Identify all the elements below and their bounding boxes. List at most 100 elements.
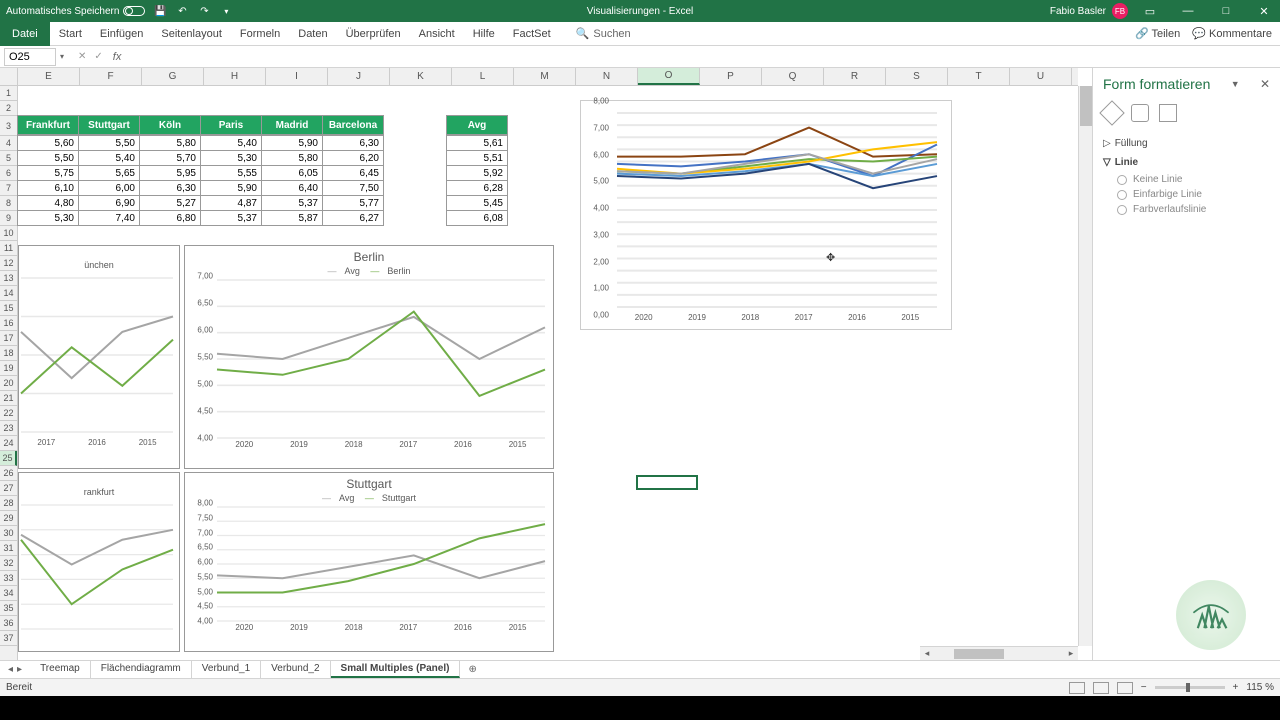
table-cell[interactable]: 5,75 [17, 165, 79, 181]
row-header-36[interactable]: 36 [0, 616, 17, 631]
table-cell[interactable]: 6,27 [322, 210, 384, 226]
avg-cell[interactable]: 5,45 [446, 195, 508, 211]
page-layout-view-icon[interactable] [1093, 682, 1109, 694]
row-header-2[interactable]: 2 [0, 101, 17, 116]
ribbon-tab-einfügen[interactable]: Einfügen [91, 22, 152, 46]
table-cell[interactable]: 5,80 [261, 150, 323, 166]
sheet-tab[interactable]: Verbund_1 [192, 661, 261, 678]
row-header-20[interactable]: 20 [0, 376, 17, 391]
stuttgart-chart[interactable]: Stuttgart —Avg —Stuttgart 4,004,505,005,… [184, 472, 554, 652]
formula-input[interactable] [125, 48, 1280, 66]
table-cell[interactable]: 5,80 [139, 135, 201, 151]
select-all-corner[interactable] [0, 68, 18, 86]
table-cell[interactable]: 5,37 [261, 195, 323, 211]
ribbon-tab-seitenlayout[interactable]: Seitenlayout [152, 22, 231, 46]
sheet-tab[interactable]: Small Multiples (Panel) [331, 661, 461, 678]
table-cell[interactable]: 6,05 [261, 165, 323, 181]
berlin-chart[interactable]: Berlin —Avg —Berlin 4,004,505,005,506,00… [184, 245, 554, 469]
table-cell[interactable]: 5,30 [200, 150, 262, 166]
col-header-L[interactable]: L [452, 68, 514, 85]
row-header-27[interactable]: 27 [0, 481, 17, 496]
main-line-chart[interactable]: 0,001,002,003,004,005,006,007,008,00 202… [580, 100, 952, 330]
accept-formula-icon[interactable]: ✓ [94, 51, 102, 62]
ribbon-tab-überprüfen[interactable]: Überprüfen [337, 22, 410, 46]
table-cell[interactable]: 5,37 [200, 210, 262, 226]
selected-cell[interactable] [636, 475, 698, 490]
table-cell[interactable]: 6,10 [17, 180, 79, 196]
row-header-6[interactable]: 6 [0, 166, 17, 181]
row-header-23[interactable]: 23 [0, 421, 17, 436]
row-header-29[interactable]: 29 [0, 511, 17, 526]
sheet-tab[interactable]: Treemap [30, 661, 91, 678]
row-header-15[interactable]: 15 [0, 301, 17, 316]
zoom-slider[interactable] [1155, 686, 1225, 689]
col-header-T[interactable]: T [948, 68, 1010, 85]
col-header-U[interactable]: U [1010, 68, 1072, 85]
table-cell[interactable]: 5,90 [261, 135, 323, 151]
minimize-button[interactable]: — [1172, 0, 1204, 22]
table-cell[interactable]: 6,30 [322, 135, 384, 151]
tab-nav-last-icon[interactable]: ▸ [17, 664, 22, 675]
autosave-toggle[interactable]: Automatisches Speichern [6, 6, 145, 17]
row-header-11[interactable]: 11 [0, 241, 17, 256]
ribbon-tab-hilfe[interactable]: Hilfe [464, 22, 504, 46]
row-header-5[interactable]: 5 [0, 151, 17, 166]
qat-dropdown-icon[interactable]: ▾ [219, 4, 233, 18]
col-header-Q[interactable]: Q [762, 68, 824, 85]
avg-cell[interactable]: 5,61 [446, 135, 508, 151]
normal-view-icon[interactable] [1069, 682, 1085, 694]
table-cell[interactable]: 5,30 [17, 210, 79, 226]
close-button[interactable]: ✕ [1248, 0, 1280, 22]
table-cell[interactable]: 5,55 [200, 165, 262, 181]
frankfurt-chart[interactable]: rankfurt [18, 472, 180, 652]
zoom-in-icon[interactable]: + [1233, 682, 1239, 693]
row-header-28[interactable]: 28 [0, 496, 17, 511]
row-header-16[interactable]: 16 [0, 316, 17, 331]
zoom-out-icon[interactable]: − [1141, 682, 1147, 693]
ribbon-tab-formeln[interactable]: Formeln [231, 22, 289, 46]
vertical-scrollbar[interactable] [1078, 86, 1092, 646]
table-cell[interactable]: 5,40 [78, 150, 140, 166]
table-cell[interactable]: 5,87 [261, 210, 323, 226]
col-header-N[interactable]: N [576, 68, 638, 85]
col-header-R[interactable]: R [824, 68, 886, 85]
row-header-1[interactable]: 1 [0, 86, 17, 101]
fill-outline-icon[interactable] [1099, 100, 1124, 125]
table-cell[interactable]: 5,40 [200, 135, 262, 151]
line-option-radio[interactable]: Einfarbige Linie [1103, 187, 1270, 202]
table-cell[interactable]: 5,27 [139, 195, 201, 211]
scroll-left-icon[interactable]: ◂ [920, 648, 934, 659]
size-icon[interactable] [1159, 104, 1177, 122]
table-cell[interactable]: 5,70 [139, 150, 201, 166]
line-option-radio[interactable]: Keine Linie [1103, 172, 1270, 187]
effects-icon[interactable] [1131, 104, 1149, 122]
add-sheet-icon[interactable]: ⊕ [460, 664, 484, 675]
tab-nav-first-icon[interactable]: ◂ [8, 664, 13, 675]
comments-button[interactable]: 💬 Kommentare [1192, 27, 1272, 40]
cells-area[interactable]: FrankfurtStuttgartKölnParisMadridBarcelo… [18, 86, 1078, 646]
scroll-right-icon[interactable]: ▸ [1064, 648, 1078, 659]
table-cell[interactable]: 6,80 [139, 210, 201, 226]
row-header-34[interactable]: 34 [0, 586, 17, 601]
row-header-32[interactable]: 32 [0, 556, 17, 571]
row-header-7[interactable]: 7 [0, 181, 17, 196]
table-cell[interactable]: 5,90 [200, 180, 262, 196]
row-header-24[interactable]: 24 [0, 436, 17, 451]
undo-icon[interactable]: ↶ [175, 4, 189, 18]
avg-cell[interactable]: 6,08 [446, 210, 508, 226]
row-header-17[interactable]: 17 [0, 331, 17, 346]
user-avatar[interactable]: FB [1112, 3, 1128, 19]
sheet-tab[interactable]: Verbund_2 [261, 661, 330, 678]
row-header-3[interactable]: 3 [0, 116, 17, 136]
ribbon-options-icon[interactable]: ▭ [1134, 0, 1166, 22]
row-header-9[interactable]: 9 [0, 211, 17, 226]
page-break-view-icon[interactable] [1117, 682, 1133, 694]
sheet-tab[interactable]: Flächendiagramm [91, 661, 192, 678]
avg-cell[interactable]: 5,51 [446, 150, 508, 166]
avg-cell[interactable]: 5,92 [446, 165, 508, 181]
row-header-12[interactable]: 12 [0, 256, 17, 271]
row-header-14[interactable]: 14 [0, 286, 17, 301]
table-cell[interactable]: 5,50 [17, 150, 79, 166]
row-header-26[interactable]: 26 [0, 466, 17, 481]
table-cell[interactable]: 7,50 [322, 180, 384, 196]
